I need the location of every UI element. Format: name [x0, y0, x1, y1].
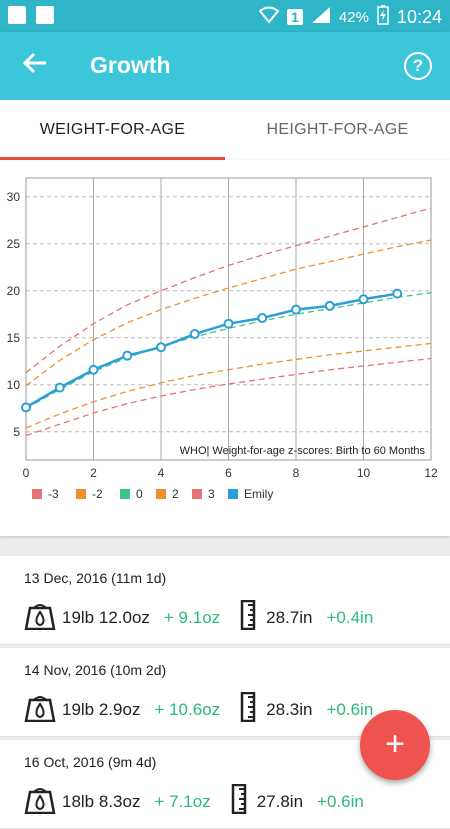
- x-tick-label: 8: [293, 466, 300, 480]
- x-tick-label: 2: [90, 466, 97, 480]
- entry-weight-delta: + 9.1oz: [163, 607, 221, 627]
- y-tick-label: 15: [7, 331, 21, 345]
- entry-weight-delta: + 10.6oz: [154, 699, 221, 719]
- clock: 10:24: [396, 6, 442, 27]
- series-line-child: [25, 292, 398, 409]
- data-point: [291, 304, 301, 315]
- scale-icon: [24, 784, 56, 819]
- tab-height-for-age[interactable]: HEIGHT-FOR-AGE: [266, 121, 409, 138]
- data-point: [54, 382, 65, 393]
- entry-date: 13 Dec, 2016 (11m 1d): [24, 570, 167, 586]
- entry-height: 28.3in: [266, 699, 313, 719]
- data-point: [189, 329, 200, 340]
- battery-charging-icon: [377, 5, 389, 29]
- sim-slot-indicator: 1: [287, 9, 303, 25]
- data-point: [358, 294, 369, 305]
- x-tick-label: 6: [225, 466, 232, 480]
- entry-weight: 19lb 2.9oz: [62, 699, 141, 719]
- data-point: [122, 350, 133, 361]
- entry-height-delta: +0.6in: [326, 699, 374, 719]
- notification-icon: [8, 6, 26, 24]
- x-tick-label: 0: [23, 466, 30, 480]
- x-tick-label: 12: [424, 466, 438, 480]
- status-bar: 1 42% 10:24: [0, 0, 450, 32]
- legend-swatch: [76, 489, 86, 499]
- series-line-zscore-0: [25, 357, 432, 437]
- y-tick-label: 5: [13, 425, 20, 439]
- legend-swatch: [228, 489, 238, 499]
- entry-height: 28.7in: [266, 607, 313, 627]
- legend-label: 2: [172, 487, 179, 501]
- entry-weight: 19lb 12.0oz: [62, 607, 150, 627]
- legend-swatch: [32, 489, 42, 499]
- entry-weight: 18lb 8.3oz: [62, 791, 141, 811]
- page-title: Growth: [90, 52, 171, 78]
- legend-swatch: [120, 489, 130, 499]
- legend-label: -2: [92, 487, 103, 501]
- data-point: [223, 318, 234, 329]
- signal-icon: [311, 6, 331, 28]
- x-tick-label: 10: [357, 466, 371, 480]
- legend-swatch: [156, 489, 166, 499]
- data-point: [88, 364, 99, 375]
- entry-height-delta: +0.4in: [326, 607, 374, 627]
- tab-weight-for-age[interactable]: WEIGHT-FOR-AGE: [39, 121, 186, 138]
- entry-weight-delta: + 7.1oz: [154, 791, 211, 811]
- y-tick-label: 20: [7, 284, 21, 298]
- scale-icon: [24, 600, 56, 635]
- y-tick-label: 25: [7, 237, 21, 251]
- help-circle-icon[interactable]: ?: [404, 52, 432, 80]
- data-point: [324, 300, 335, 311]
- x-tick-label: 4: [158, 466, 165, 480]
- wifi-icon: [258, 6, 280, 28]
- legend-label: Emily: [244, 487, 273, 501]
- tab-bar: WEIGHT-FOR-AGE HEIGHT-FOR-AGE: [0, 100, 450, 160]
- add-entry-button[interactable]: +: [360, 710, 430, 780]
- series-line-zscore-1: [25, 342, 432, 429]
- entry-date: 16 Oct, 2016 (9m 4d): [24, 754, 157, 770]
- app-bar: Growth ?: [0, 32, 450, 100]
- data-point: [257, 313, 268, 324]
- y-tick-label: 30: [7, 190, 21, 204]
- tab-indicator: [0, 157, 225, 160]
- legend-label: 0: [136, 487, 143, 501]
- entry-height: 27.8in: [256, 791, 304, 811]
- data-point: [156, 342, 166, 353]
- ruler-icon: [240, 599, 256, 635]
- ruler-icon: [240, 691, 256, 727]
- briefcase-icon: [36, 6, 54, 24]
- y-tick-label: 10: [7, 378, 21, 392]
- scale-icon: [24, 692, 56, 727]
- battery-percent: 42%: [338, 8, 369, 26]
- series-line-zscore-4: [25, 207, 432, 374]
- ruler-icon: [231, 783, 247, 819]
- series-line-zscore-3: [25, 239, 432, 387]
- entry-height-delta: +0.6in: [317, 791, 364, 811]
- legend-label: 3: [208, 487, 215, 501]
- data-point: [392, 288, 403, 299]
- data-point: [21, 402, 31, 413]
- chart-annotation: WHO| Weight-for-age z-scores: Birth to 6…: [180, 445, 426, 457]
- legend-label: -3: [48, 487, 59, 501]
- chart-card: 0 2 4 6 8 10 12 5 10 15 20 25 30 WHO| Weight-for-age …: [0, 160, 450, 536]
- list-item[interactable]: 13 Dec, 2016 (11m 1d) 19lb 12.0oz + 9.1o…: [0, 556, 450, 645]
- entry-date: 14 Nov, 2016 (10m 2d): [24, 662, 167, 678]
- growth-entries-list: 13 Dec, 2016 (11m 1d) 19lb 12.0oz + 9.1o…: [0, 556, 450, 829]
- arrow-left-icon[interactable]: [22, 50, 48, 82]
- legend-swatch: [192, 489, 202, 499]
